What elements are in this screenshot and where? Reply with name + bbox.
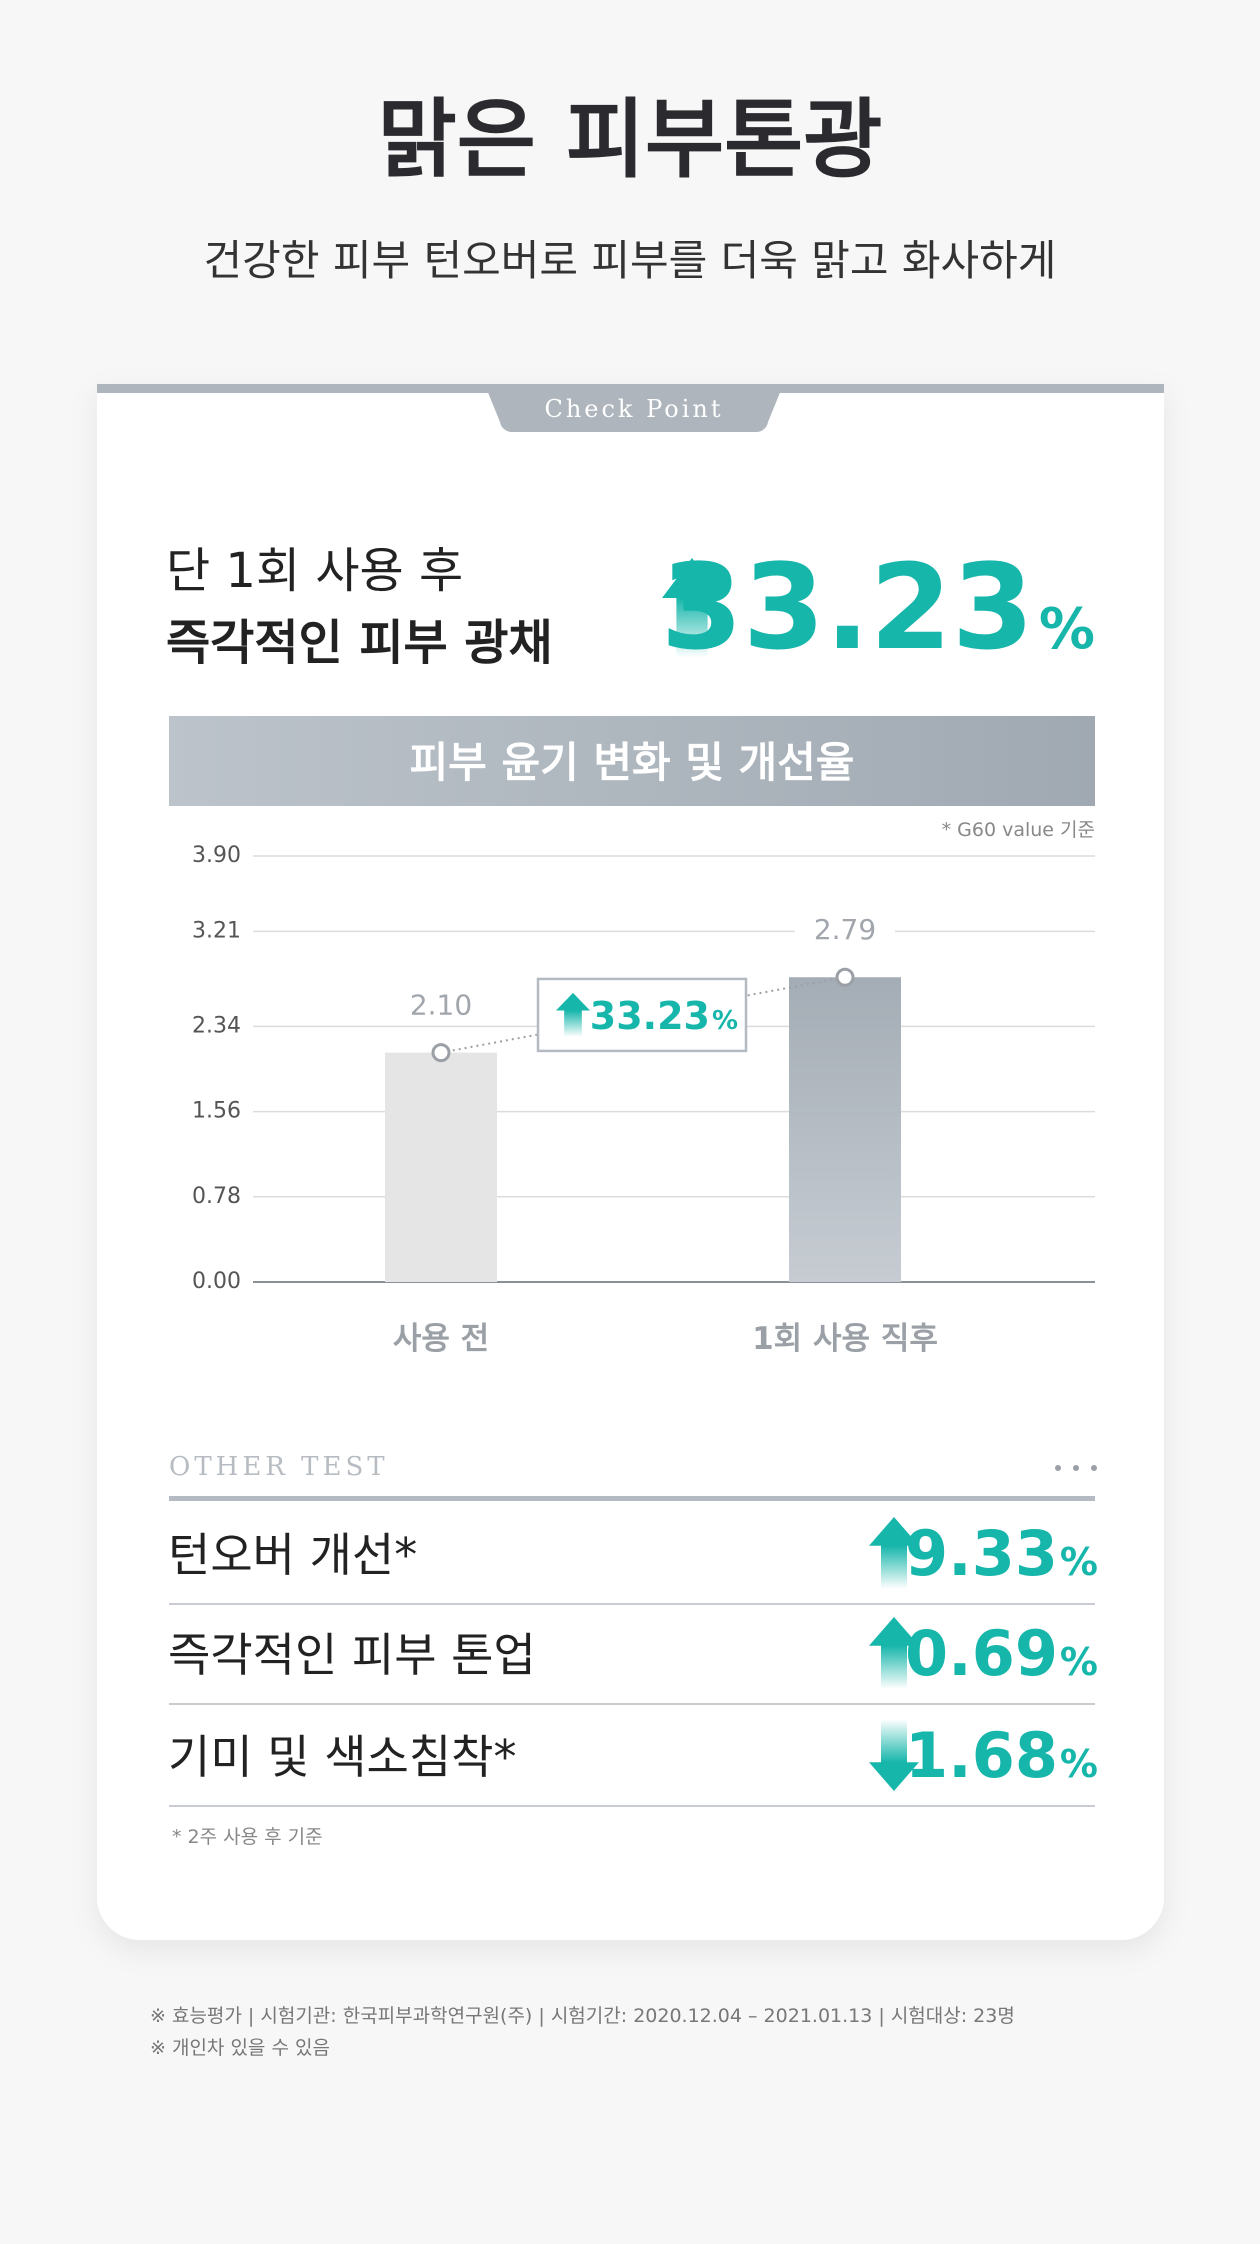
row-unit: % <box>1060 1540 1098 1584</box>
point-marker <box>431 1043 451 1063</box>
chart-note: * G60 value 기준 <box>942 819 1095 841</box>
x-tick-label: 사용 전 <box>393 1321 489 1357</box>
row-value: 0.69 <box>905 1617 1058 1690</box>
row-unit: % <box>1060 1742 1098 1786</box>
tab-label: Check Point <box>544 395 723 423</box>
headline-unit: % <box>1039 597 1095 662</box>
footnote: ※ 개인차 있을 수 있음 <box>150 2037 330 2059</box>
arrow-up <box>662 558 722 658</box>
more-dots <box>1055 1465 1097 1471</box>
headline-value: 33.23 <box>661 538 1034 676</box>
row-value: 9.33 <box>905 1517 1058 1590</box>
y-tick-label: 3.90 <box>192 843 241 868</box>
y-tick-label: 0.00 <box>192 1269 241 1294</box>
row-value: 1.68 <box>905 1719 1058 1792</box>
claim-line: 즉각적인 피부 광채 <box>166 615 553 671</box>
bar <box>385 1052 497 1282</box>
bar <box>789 977 901 1282</box>
x-tick-label: 1회 사용 직후 <box>752 1321 938 1357</box>
row-label: 즉각적인 피부 톤업 <box>168 1628 536 1682</box>
arrow-up <box>556 992 590 1037</box>
arrow-up <box>869 1617 919 1689</box>
chart-title: 피부 윤기 변화 및 개선율 <box>410 738 855 787</box>
value-label: 2.10 <box>410 989 472 1022</box>
other-test-title: OTHER TEST <box>169 1452 389 1482</box>
row-label: 기미 및 색소침착* <box>168 1730 516 1784</box>
annotation-unit: % <box>712 1006 738 1036</box>
chart-header <box>169 716 1095 806</box>
tab <box>487 390 781 432</box>
row-label: 턴오버 개선* <box>168 1528 417 1582</box>
y-tick-label: 1.56 <box>192 1099 241 1124</box>
page-title: 맑은 피부톤광 <box>378 90 883 190</box>
claim-line: 단 1회 사용 후 <box>166 543 463 599</box>
annotation-value: 33.23 <box>590 994 710 1038</box>
value-label-bg <box>795 905 895 946</box>
y-tick-label: 0.78 <box>192 1184 241 1209</box>
card-top-border <box>97 384 1164 393</box>
page-subtitle: 건강한 피부 턴오버로 피부를 더욱 맑고 화사하게 <box>204 236 1057 285</box>
y-tick-label: 3.21 <box>192 918 241 943</box>
value-label-bg <box>391 980 491 1021</box>
arrow-up <box>869 1517 919 1589</box>
other-test-rule <box>169 1496 1095 1501</box>
value-label: 2.79 <box>814 913 876 946</box>
point-marker <box>835 967 855 987</box>
arrow-down <box>869 1719 919 1791</box>
other-test-note: * 2주 사용 후 기준 <box>172 1826 323 1848</box>
footnote: ※ 효능평가 | 시험기관: 한국피부과학연구원(주) | 시험기간: 2020… <box>150 2005 1015 2027</box>
row-unit: % <box>1060 1640 1098 1684</box>
y-tick-label: 2.34 <box>192 1013 241 1038</box>
